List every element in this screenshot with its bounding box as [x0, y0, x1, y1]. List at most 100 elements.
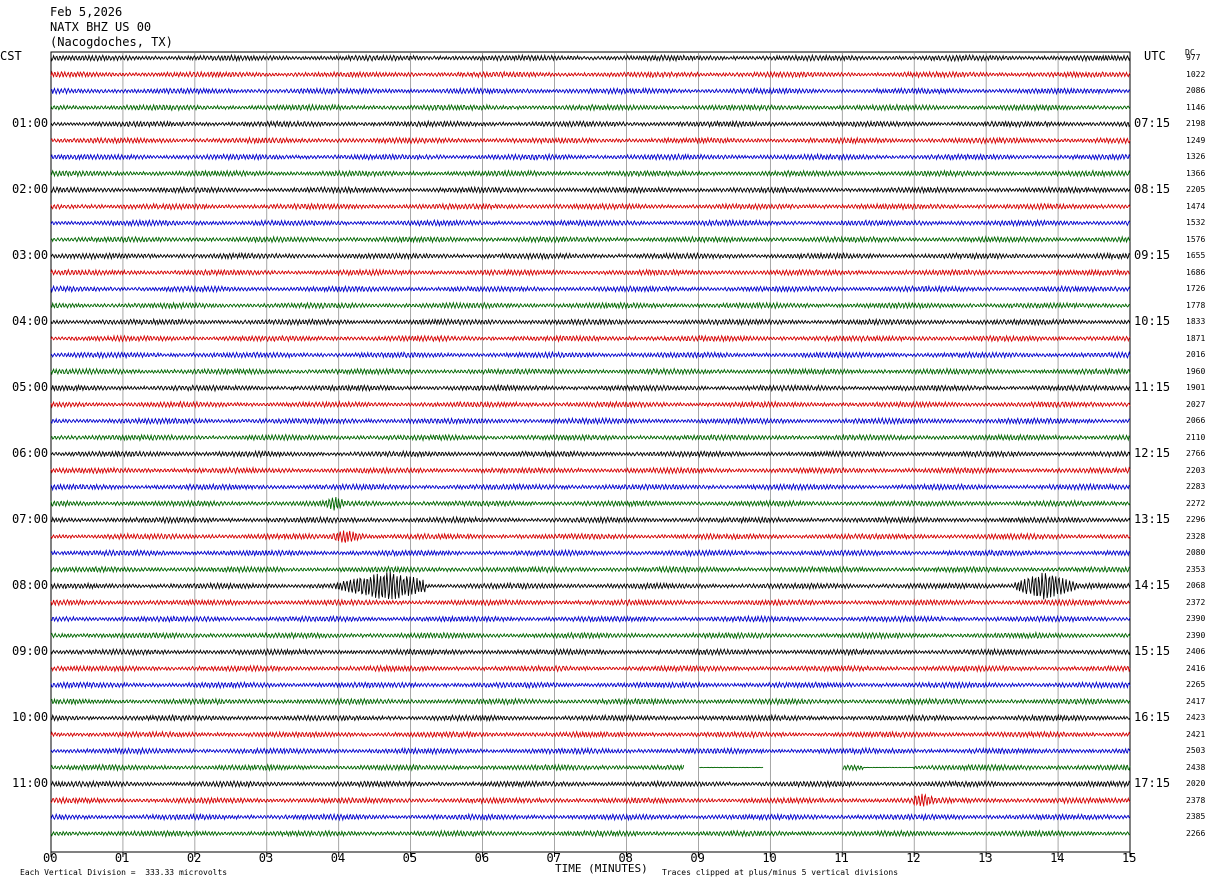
x-tick-label: 06 — [474, 851, 490, 865]
right-hour-label: 09:15 — [1134, 248, 1171, 262]
x-tick-label: 09 — [690, 851, 705, 865]
trace-5 — [50, 135, 1131, 146]
right-hour-label: 17:15 — [1134, 776, 1171, 790]
trace-47 — [50, 829, 1131, 838]
dc-offset-label: 1778 — [1186, 300, 1206, 310]
x-tick-label: 11 — [834, 851, 849, 865]
dc-offset-label: 2372 — [1186, 597, 1206, 607]
dc-offset-label: 2283 — [1186, 482, 1206, 491]
plot-frame — [50, 51, 1131, 853]
dc-header-label: DC — [1185, 48, 1195, 57]
dc-offset-label: 2203 — [1186, 465, 1206, 475]
trace-29 — [50, 530, 1131, 543]
trace-18 — [50, 350, 1131, 360]
trace-12 — [50, 251, 1131, 261]
dc-offset-label: 2110 — [1186, 432, 1206, 442]
dc-offset-label: 2266 — [1186, 828, 1206, 838]
dc-offset-label: 2066 — [1186, 416, 1206, 425]
trace-44 — [50, 779, 1131, 789]
right-hour-label: 10:15 — [1134, 314, 1171, 328]
trace-33 — [50, 598, 1131, 607]
x-tick-label: 05 — [402, 851, 418, 865]
trace-20 — [50, 383, 1131, 393]
dc-offset-label: 1726 — [1186, 284, 1206, 293]
x-tick-label: 00 — [43, 851, 58, 865]
trace-11 — [50, 234, 1131, 244]
trace-16 — [50, 317, 1131, 327]
station-location: (Nacogdoches, TX) — [50, 35, 173, 49]
dc-offset-label: 1686 — [1186, 267, 1206, 277]
trace-38 — [50, 680, 1131, 690]
dc-offset-label: 2265 — [1186, 680, 1206, 689]
trace-17 — [50, 334, 1131, 343]
left-hour-label: 01:00 — [12, 116, 49, 130]
x-tick-label: 07 — [546, 851, 561, 865]
dc-offset-label: 1833 — [1186, 317, 1206, 326]
right-timezone-label: UTC — [1144, 49, 1166, 63]
trace-39 — [50, 697, 1131, 706]
trace-23 — [50, 433, 1131, 442]
dc-offset-label: 1532 — [1186, 218, 1206, 227]
plot-date: Feb 5,2026 — [50, 5, 123, 19]
trace-32 — [50, 571, 1131, 600]
dc-offset-label: 1901 — [1186, 383, 1206, 392]
right-hour-label: 08:15 — [1134, 182, 1171, 196]
trace-13 — [50, 268, 1131, 277]
x-axis-label: TIME (MINUTES) — [555, 862, 648, 875]
dc-offset-label: 2385 — [1186, 812, 1206, 821]
x-tick-label: 15 — [1122, 851, 1137, 865]
dc-offset-label: 1871 — [1186, 333, 1206, 343]
dc-offset-label: 1960 — [1186, 366, 1206, 376]
dc-offset-label: 2417 — [1186, 696, 1206, 706]
trace-22 — [50, 416, 1131, 426]
dc-offset-label: 1326 — [1186, 152, 1206, 161]
trace-8 — [50, 185, 1131, 195]
dc-offset-label: 2205 — [1186, 185, 1206, 194]
left-hour-label: 05:00 — [12, 380, 49, 394]
dc-offset-label: 1146 — [1186, 102, 1206, 112]
trace-43 — [50, 763, 1131, 772]
dc-offset-label: 977 — [1186, 53, 1201, 62]
trace-35 — [50, 630, 1131, 641]
dc-offset-label: 2328 — [1186, 531, 1206, 541]
trace-40 — [50, 713, 1131, 723]
dc-offset-label: 1576 — [1186, 234, 1206, 244]
right-hour-label: 11:15 — [1134, 380, 1171, 394]
right-hour-label: 07:15 — [1134, 116, 1171, 130]
dc-offset-label: 1655 — [1186, 251, 1206, 260]
dc-offset-label: 2438 — [1186, 762, 1206, 772]
dc-offset-label: 2390 — [1186, 630, 1206, 640]
trace-30 — [50, 548, 1131, 558]
trace-36 — [50, 647, 1131, 657]
trace-27 — [50, 497, 1131, 511]
x-tick-label: 12 — [906, 851, 921, 865]
dc-offset-label: 1249 — [1186, 135, 1206, 145]
dc-offset-label: 2423 — [1186, 713, 1206, 722]
trace-34 — [50, 614, 1131, 624]
x-tick-label: 10 — [762, 851, 777, 865]
trace-26 — [50, 482, 1131, 492]
trace-31 — [50, 565, 1131, 575]
trace-7 — [50, 169, 1131, 179]
dc-offset-label: 1022 — [1186, 69, 1206, 79]
right-hour-label: 15:15 — [1134, 644, 1171, 658]
left-hour-label: 02:00 — [12, 182, 49, 196]
left-hour-label: 07:00 — [12, 512, 49, 526]
x-tick-label: 01 — [114, 851, 130, 865]
dc-offset-label: 2503 — [1186, 746, 1206, 755]
trace-37 — [50, 664, 1131, 673]
dc-offset-label: 2766 — [1186, 449, 1206, 458]
trace-0 — [50, 53, 1131, 63]
left-hour-label: 08:00 — [12, 578, 49, 592]
trace-2 — [50, 86, 1131, 96]
trace-3 — [50, 103, 1131, 112]
dc-offset-label: 2198 — [1186, 119, 1206, 128]
x-tick-label: 08 — [618, 851, 633, 865]
dc-offset-label: 2020 — [1186, 779, 1206, 788]
trace-46 — [50, 812, 1131, 822]
right-hour-label: 12:15 — [1134, 446, 1171, 460]
dc-offset-label: 2406 — [1186, 647, 1206, 656]
x-tick-label: 04 — [330, 851, 346, 865]
dc-offset-label: 2068 — [1186, 581, 1206, 590]
